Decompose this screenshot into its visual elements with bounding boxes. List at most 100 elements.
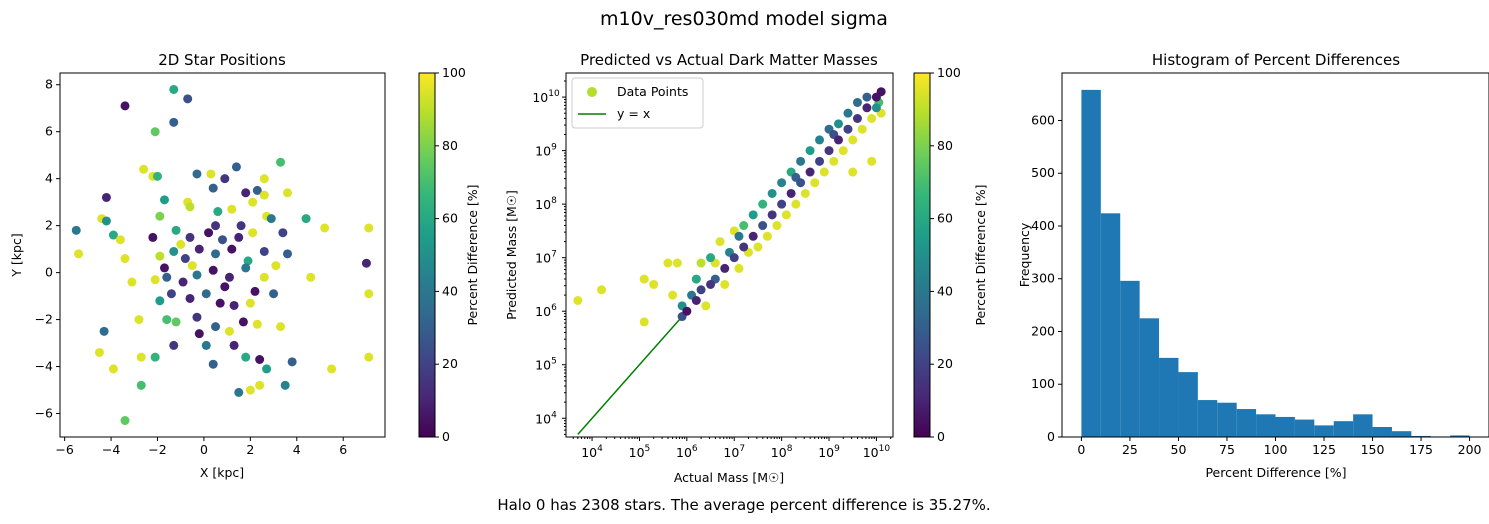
star-point [269,289,279,299]
star-point [283,188,292,198]
histogram-bar [1178,372,1198,437]
masses-axis-ticks: 104 105 106 107 108 109 1010 104 105 106 107 108 109… [532,80,892,460]
star-point [208,183,218,193]
histogram-bar [1256,414,1276,437]
y-tick-label: 104 [535,410,557,426]
star-point [171,317,181,327]
histogram-bar [1275,416,1295,437]
x-tick-label: −4 [102,442,120,457]
mass-point [852,114,862,123]
star-point [171,225,181,235]
star-point [259,174,269,184]
mass-point [786,188,796,198]
star-point [215,298,225,308]
mass-point [696,258,706,268]
mass-point [663,258,673,268]
star-point [208,359,218,369]
colorbar-frame [913,72,931,438]
mass-point [815,135,825,145]
star-point [74,249,84,259]
y-tick-label: 4 [45,171,53,186]
mass-point [753,242,763,252]
mass-point [805,167,815,177]
x-tick-label: 75 [1219,442,1235,457]
mass-point [649,279,659,289]
x-tick-label: 150 [1361,442,1385,457]
star-point [266,214,276,224]
mass-point [706,279,716,289]
mass-point [843,124,853,134]
star-point [201,340,211,350]
x-tick-label: 108 [771,444,793,460]
colorbar-tick-label: 20 [937,356,953,371]
star-point [259,272,269,282]
x-tick-label: 125 [1312,442,1336,457]
mass-point [706,253,716,263]
positions-ylabel: Y [kpc] [9,233,24,277]
mass-point [639,274,649,284]
positions-title: 2D Star Positions [158,51,286,69]
y-tick-label: 108 [535,196,557,212]
mass-point [848,167,858,177]
star-point [229,340,239,350]
star-point [148,232,158,242]
histogram-panel: Histogram of Percent Differences 0 25 50 75… [1017,51,1489,480]
mass-point [876,87,886,97]
star-point [108,230,118,240]
star-point [108,364,118,374]
y-tick-label: 1010 [532,89,560,105]
star-point [208,265,218,275]
mass-point [720,263,730,273]
star-point [234,387,244,397]
masses-colorbar-label: Percent Difference [%] [973,184,988,325]
star-point [276,157,286,167]
y-tick-label: 109 [535,143,557,159]
mass-point [777,178,787,188]
colorbar-tick-label: 40 [937,283,953,298]
star-point [364,223,374,233]
colorbar-gradient [914,73,930,437]
histogram-bar [1314,425,1334,437]
star-point [231,162,241,172]
star-point [201,289,211,299]
masses-points [573,87,886,327]
mass-point [729,253,739,263]
histogram-bar [1081,89,1101,437]
star-point [301,214,311,224]
mass-point [777,199,787,209]
x-tick-label: 6 [339,442,347,457]
star-point [159,263,169,273]
y-tick-label: 0 [45,265,53,280]
star-point [227,244,237,254]
x-tick-label: 0 [1077,442,1085,457]
star-point [250,286,260,296]
star-point [120,416,130,426]
star-point [229,300,239,310]
colorbar-tick-label: 20 [442,356,458,371]
x-tick-label: −6 [55,442,73,457]
x-tick-label: 104 [581,444,603,460]
y-tick-label: 400 [1031,218,1055,233]
mass-point [762,231,772,241]
colorbar-frame [418,72,436,438]
star-point [99,326,109,336]
histogram-bar [1450,435,1470,437]
star-point [159,195,169,205]
star-point [176,239,186,249]
mass-point [838,146,848,156]
mass-point [815,156,825,166]
star-point [192,169,202,179]
positions-axis-ticks: −6 −4 −2 0 2 4 6 −6 −4 −2 0 2 4 6 8 [35,77,348,457]
histogram-bar [1159,357,1179,437]
star-point [155,211,165,221]
histogram-bar [1333,421,1354,437]
star-point [192,270,202,280]
mass-point [691,274,701,284]
positions-colorbar-label: Percent Difference [%] [465,184,480,325]
star-point [241,263,251,273]
legend-marker-data-points [587,87,597,97]
mass-point [597,285,607,295]
y-tick-label: 6 [45,124,53,139]
histogram-bar [1100,213,1121,437]
